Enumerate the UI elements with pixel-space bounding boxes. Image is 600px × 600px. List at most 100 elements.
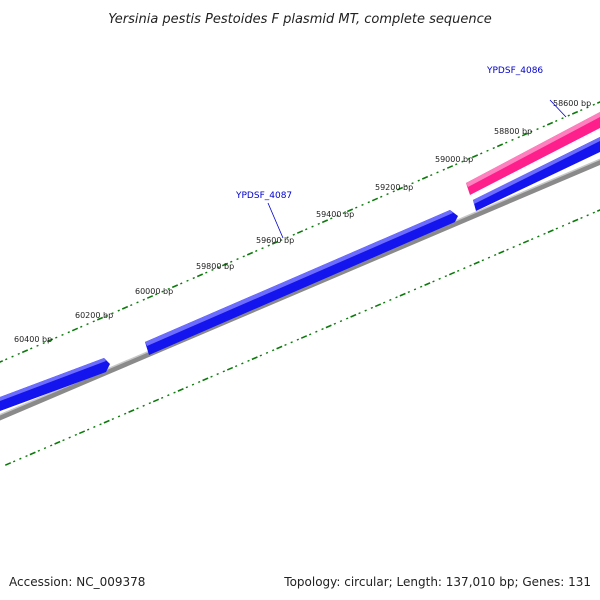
inner-tick	[68, 436, 71, 439]
outer-tick	[542, 125, 545, 128]
inner-tick	[487, 256, 491, 259]
inner-tick	[128, 409, 135, 414]
tick-label-59200: 59200 bp	[375, 183, 413, 192]
gene-label-leader-4086	[549, 99, 567, 118]
inner-tick	[419, 285, 423, 288]
inner-tick	[271, 349, 275, 352]
inner-tick	[530, 238, 534, 241]
outer-tick	[561, 117, 564, 120]
tick-label-59000: 59000 bp	[435, 155, 473, 164]
inner-tick	[197, 380, 201, 384]
inner-tick	[448, 271, 456, 276]
outer-tick	[471, 154, 479, 159]
inner-tick	[518, 243, 522, 246]
outer-tick	[205, 271, 208, 274]
outer-tick	[567, 114, 570, 117]
outer-tick	[36, 344, 39, 347]
inner-tick	[86, 428, 90, 431]
gene-label-leader-4087	[267, 202, 284, 239]
outer-tick	[0, 360, 4, 363]
inner-tick	[216, 373, 219, 376]
outer-tick	[486, 149, 489, 152]
outer-tick	[80, 325, 83, 328]
inner-tick	[210, 375, 213, 378]
outer-tick	[330, 217, 333, 220]
gene-label-ypdsf-4086[interactable]: YPDSF_4086	[486, 66, 543, 76]
inner-tick	[345, 317, 349, 320]
outer-tick	[171, 284, 179, 289]
inner-tick	[543, 232, 546, 235]
inner-tick	[62, 439, 65, 442]
outer-tick	[11, 355, 14, 358]
inner-tick	[407, 290, 411, 294]
outer-tick	[361, 203, 364, 206]
gene-left-reverse[interactable]	[0, 358, 110, 411]
outer-tick	[46, 338, 54, 343]
inner-tick	[19, 457, 22, 460]
outer-tick	[42, 342, 45, 345]
gene-ypdsf-4086-forward[interactable]	[466, 112, 600, 195]
outer-tick	[236, 258, 239, 261]
inner-tick	[596, 209, 600, 212]
inner-tick	[506, 248, 509, 251]
outer-tick	[480, 152, 483, 155]
inner-tick	[177, 387, 184, 392]
inner-tick	[222, 370, 226, 373]
outer-tick	[386, 193, 389, 196]
outer-tick	[521, 132, 529, 137]
outer-tick	[467, 157, 470, 160]
outer-tick	[442, 168, 445, 171]
outer-tick	[296, 230, 304, 234]
inner-tick	[37, 449, 41, 452]
outer-tick	[261, 247, 264, 250]
outer-tick	[492, 147, 495, 150]
inner-tick	[580, 216, 583, 219]
outer-tick	[280, 239, 283, 242]
outer-tick	[167, 287, 170, 290]
inner-tick	[456, 269, 460, 272]
outer-tick	[546, 121, 554, 126]
inner-tick	[389, 298, 392, 301]
outer-tick	[130, 304, 133, 307]
outer-tick	[180, 282, 183, 285]
inner-tick	[234, 365, 238, 368]
inner-tick	[290, 341, 293, 344]
inner-tick	[54, 440, 61, 445]
inner-tick	[296, 338, 300, 341]
accession-text: Accession: NC_009378	[9, 575, 145, 589]
gene-ypdsf-4087[interactable]	[145, 210, 458, 355]
inner-tick	[25, 455, 28, 458]
inner-tick	[547, 229, 554, 234]
inner-tick	[498, 250, 505, 255]
inner-tick	[537, 235, 540, 238]
outer-tick	[592, 103, 595, 106]
inner-tick	[259, 354, 263, 357]
summary-text: Topology: circular; Length: 137,010 bp; …	[283, 575, 591, 589]
inner-tick	[438, 277, 441, 280]
outer-tick	[505, 141, 508, 144]
outer-tick	[355, 206, 358, 209]
outer-tick	[305, 228, 308, 231]
outer-tick	[146, 295, 154, 299]
outer-tick	[211, 268, 214, 271]
outer-tick	[417, 179, 420, 182]
inner-tick	[152, 398, 160, 403]
outer-tick	[271, 240, 279, 245]
inner-tick	[315, 330, 318, 333]
inner-tick	[339, 320, 343, 323]
outer-tick	[136, 301, 139, 304]
inner-tick	[399, 292, 406, 297]
inner-tick	[103, 419, 110, 424]
tick-label-59800: 59800 bp	[196, 262, 234, 271]
outer-tick	[455, 163, 458, 166]
gene-label-ypdsf-4087[interactable]: YPDSF_4087	[235, 191, 292, 201]
inner-tick	[592, 211, 596, 214]
inner-tick	[469, 264, 472, 267]
gene-ypdsf-4086-reverse[interactable]	[473, 137, 600, 211]
inner-tick	[74, 433, 78, 436]
outer-tick	[511, 138, 514, 141]
tick-label-60000: 60000 bp	[135, 287, 173, 296]
inner-tick	[413, 288, 417, 291]
inner-tick	[512, 246, 515, 249]
inner-tick	[4, 462, 12, 466]
